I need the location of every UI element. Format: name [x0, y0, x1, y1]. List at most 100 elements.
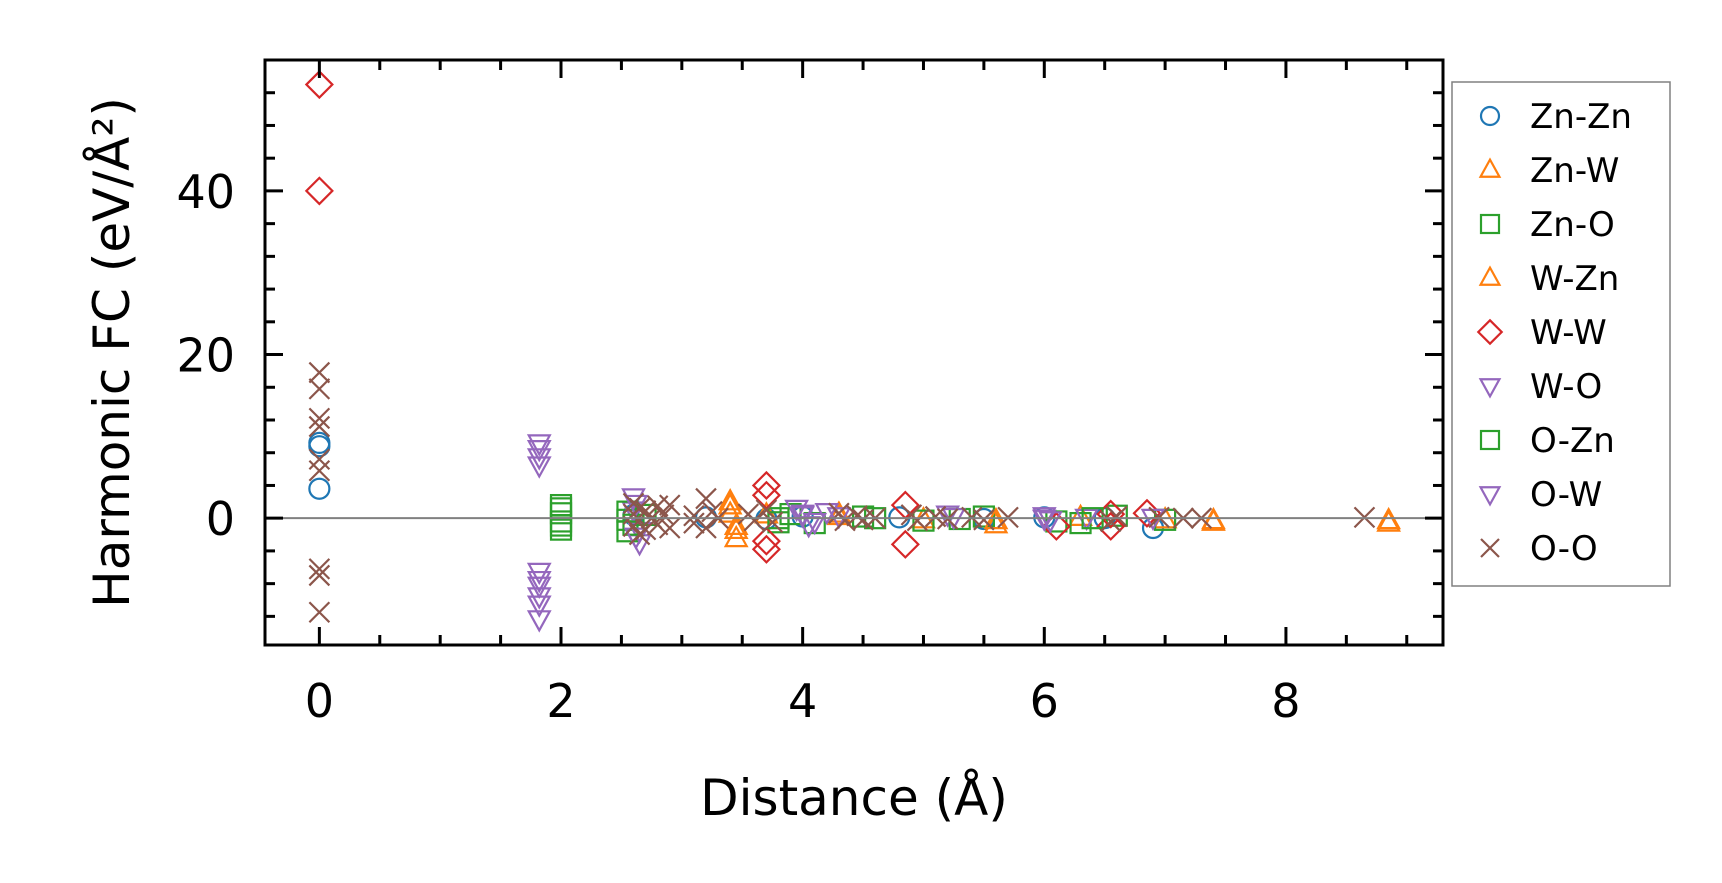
data-point	[526, 610, 552, 633]
y-tick-label: 0	[206, 492, 235, 546]
data-point	[308, 564, 331, 587]
legend-label: W-O	[1530, 367, 1602, 407]
legend-item-zn-zn: Zn-Zn	[1479, 97, 1632, 137]
data-point	[751, 480, 781, 510]
data-point	[761, 511, 784, 534]
plot-frame	[263, 58, 1445, 647]
data-point	[526, 456, 552, 479]
data-point	[634, 518, 657, 541]
data-point	[846, 504, 868, 527]
data-point	[1106, 505, 1128, 528]
legend: Zn-Zn Zn-W Zn-O W-Zn W-W W-O O-Zn O-W O-O	[1451, 81, 1671, 587]
data-point	[723, 524, 749, 548]
legend-label: Zn-Zn	[1530, 97, 1632, 137]
data-point	[751, 534, 781, 564]
legend-label: Zn-O	[1530, 205, 1615, 245]
data-point	[834, 509, 856, 532]
y-tick-label: 20	[176, 329, 235, 383]
data-point	[526, 434, 552, 457]
data-point	[935, 505, 961, 528]
legend-item-o-w: O-W	[1478, 475, 1602, 515]
legend-item-w-zn: W-Zn	[1478, 259, 1619, 299]
data-point	[308, 415, 331, 438]
data-point	[683, 512, 705, 534]
legend-item-o-zn: O-Zn	[1479, 421, 1615, 461]
legend-label: Zn-W	[1530, 151, 1619, 191]
y-axis-title: Harmonic FC (eV/Å²)	[83, 97, 141, 608]
legend-marker	[1478, 486, 1502, 507]
data-point	[308, 435, 331, 458]
x-axis-title: Distance (Å)	[700, 769, 1008, 827]
data-point	[695, 487, 717, 510]
legend-marker	[1478, 265, 1502, 286]
data-point	[526, 562, 552, 586]
data-point	[751, 526, 781, 556]
data-point	[308, 601, 331, 624]
data-point	[304, 176, 334, 206]
legend-item-zn-w: Zn-W	[1478, 151, 1619, 191]
legend-item-zn-o: Zn-O	[1479, 205, 1615, 245]
legend-marker	[1479, 213, 1501, 235]
data-point	[628, 497, 651, 520]
data-point	[308, 378, 331, 400]
data-point	[526, 570, 552, 594]
data-point	[526, 448, 552, 471]
data-point	[717, 492, 743, 515]
legend-marker	[1476, 318, 1504, 346]
legend-marker	[1479, 429, 1501, 451]
legend-label: O-Zn	[1530, 421, 1615, 461]
legend-item-w-o: W-O	[1478, 367, 1602, 407]
data-point	[751, 470, 781, 501]
x-tick-label: 4	[788, 674, 817, 728]
data-point	[304, 69, 334, 100]
x-tick-label: 2	[546, 674, 575, 728]
legend-marker	[1479, 105, 1501, 127]
data-point	[308, 448, 331, 471]
legend-label: W-W	[1530, 313, 1607, 353]
x-tick-label: 8	[1271, 674, 1300, 728]
legend-item-w-w: W-W	[1476, 313, 1607, 353]
legend-label: W-Zn	[1530, 259, 1619, 299]
x-tick-label: 6	[1030, 674, 1059, 728]
data-point	[973, 509, 995, 531]
data-point	[652, 504, 675, 526]
data-point	[308, 477, 331, 500]
x-tick-label: 0	[305, 674, 334, 728]
data-point	[826, 502, 852, 526]
data-point	[723, 516, 749, 540]
data-point	[890, 529, 920, 559]
data-point	[308, 558, 331, 580]
data-point	[723, 512, 749, 535]
data-point	[1037, 511, 1063, 534]
series-w-w	[304, 69, 1162, 564]
axis-ticks: 0 2 4 6 8 0 20 40	[176, 58, 1443, 728]
data-point	[526, 587, 552, 610]
data-point	[790, 504, 816, 528]
data-point	[308, 459, 331, 482]
legend-item-o-o: O-O	[1480, 529, 1598, 569]
data-point	[1031, 509, 1057, 532]
data-point	[308, 361, 331, 384]
data-point	[695, 517, 717, 539]
data-point	[784, 499, 809, 523]
data-point	[658, 494, 681, 516]
legend-label: O-O	[1530, 529, 1598, 569]
legend-marker	[1480, 538, 1500, 558]
legend-marker	[1478, 378, 1502, 399]
data-point	[526, 595, 552, 618]
data-point	[1074, 508, 1099, 532]
data-point	[906, 509, 929, 532]
data-point	[717, 488, 743, 511]
data-point	[526, 576, 552, 600]
data-point	[1068, 503, 1093, 526]
data-point	[755, 499, 778, 521]
legend-marker	[1478, 157, 1502, 178]
data-point	[549, 514, 573, 537]
data-point	[802, 512, 828, 536]
data-point	[912, 509, 935, 532]
data-point	[1376, 509, 1401, 532]
data-point	[658, 517, 681, 539]
legend-label: O-W	[1530, 475, 1602, 515]
